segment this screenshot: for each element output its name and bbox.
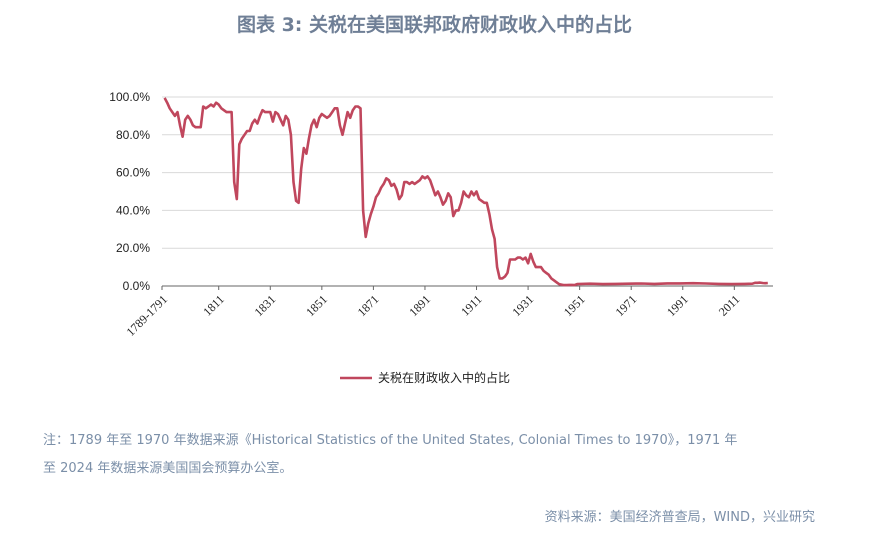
x-tick-label: 1871 <box>355 292 382 319</box>
y-tick-label: 20.0% <box>116 241 150 255</box>
footnote: 注：1789 年至 1970 年数据来源《Historical Statisti… <box>43 427 843 483</box>
x-tick-label: 1831 <box>252 292 279 319</box>
footnote-line-1: 注：1789 年至 1970 年数据来源《Historical Statisti… <box>43 433 738 448</box>
x-tick-label: 1851 <box>303 292 330 319</box>
y-axis-ticks: 100.0% 80.0% 60.0% 40.0% 20.0% 0.0% <box>109 90 150 293</box>
y-tick-label: 0.0% <box>123 279 151 293</box>
x-tick-label: 1891 <box>406 292 433 319</box>
x-tick-label: 1951 <box>561 292 588 319</box>
x-tick-label: 1811 <box>200 292 227 319</box>
legend: 关税在财政收入中的占比 <box>340 370 510 385</box>
chart-title: 图表 3: 关税在美国联邦政府财政收入中的占比 <box>236 14 633 36</box>
y-tick-label: 100.0% <box>109 90 150 104</box>
series-line-tariff-share <box>163 97 768 287</box>
y-tick-label: 40.0% <box>116 203 150 217</box>
x-tick-label: 2011 <box>716 292 743 319</box>
footnote-line-2: 至 2024 年数据来源美国国会预算办公室。 <box>43 461 293 476</box>
y-tick-label: 80.0% <box>116 128 150 142</box>
x-tick-label: 1911 <box>458 292 485 319</box>
legend-label: 关税在财政收入中的占比 <box>378 370 510 385</box>
y-tick-label: 60.0% <box>116 166 150 180</box>
tariff-share-chart: 100.0% 80.0% 60.0% 40.0% 20.0% 0.0% 1789-1791… <box>109 90 773 385</box>
x-tick-label: 1789-1791 <box>123 292 170 339</box>
x-tick-label: 1931 <box>509 292 536 319</box>
gridlines <box>162 96 773 249</box>
source-note: 资料来源：美国经济普查局，WIND，兴业研究 <box>544 510 815 525</box>
x-tick-label: 1991 <box>664 292 691 319</box>
x-tick-label: 1971 <box>612 292 639 319</box>
x-axis-ticks: 1789-1791 1811 1831 1851 1871 1891 1911 1931 195… <box>123 286 742 339</box>
